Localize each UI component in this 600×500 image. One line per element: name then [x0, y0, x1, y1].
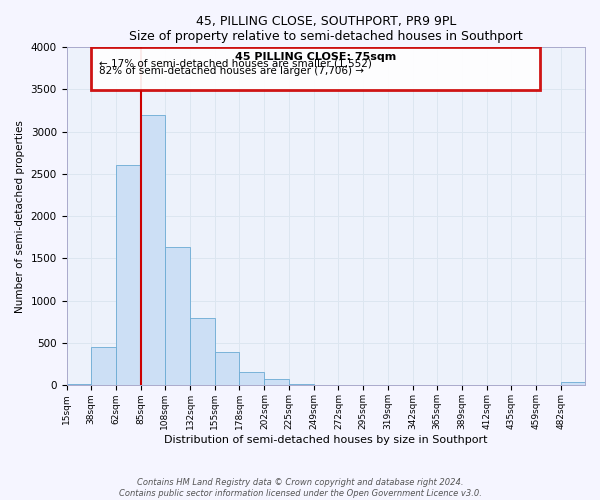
X-axis label: Distribution of semi-detached houses by size in Southport: Distribution of semi-detached houses by …	[164, 435, 488, 445]
Bar	[91, 346, 116, 386]
Bar	[560, 382, 585, 386]
Bar	[239, 372, 265, 386]
Bar	[190, 318, 215, 386]
Bar	[265, 379, 289, 386]
Bar	[67, 384, 91, 386]
Y-axis label: Number of semi-detached properties: Number of semi-detached properties	[15, 120, 25, 312]
Text: 45 PILLING CLOSE: 75sqm: 45 PILLING CLOSE: 75sqm	[235, 52, 396, 62]
Bar	[314, 385, 338, 386]
Text: Contains HM Land Registry data © Crown copyright and database right 2024.
Contai: Contains HM Land Registry data © Crown c…	[119, 478, 481, 498]
Text: ← 17% of semi-detached houses are smaller (1,552): ← 17% of semi-detached houses are smalle…	[100, 59, 372, 69]
Text: 82% of semi-detached houses are larger (7,706) →: 82% of semi-detached houses are larger (…	[100, 66, 364, 76]
Title: 45, PILLING CLOSE, SOUTHPORT, PR9 9PL
Size of property relative to semi-detached: 45, PILLING CLOSE, SOUTHPORT, PR9 9PL Si…	[129, 15, 523, 43]
Bar	[116, 166, 140, 386]
Bar	[165, 248, 190, 386]
Bar	[289, 384, 314, 386]
Bar	[215, 352, 239, 386]
Bar	[140, 114, 165, 386]
Bar	[91, 47, 539, 90]
